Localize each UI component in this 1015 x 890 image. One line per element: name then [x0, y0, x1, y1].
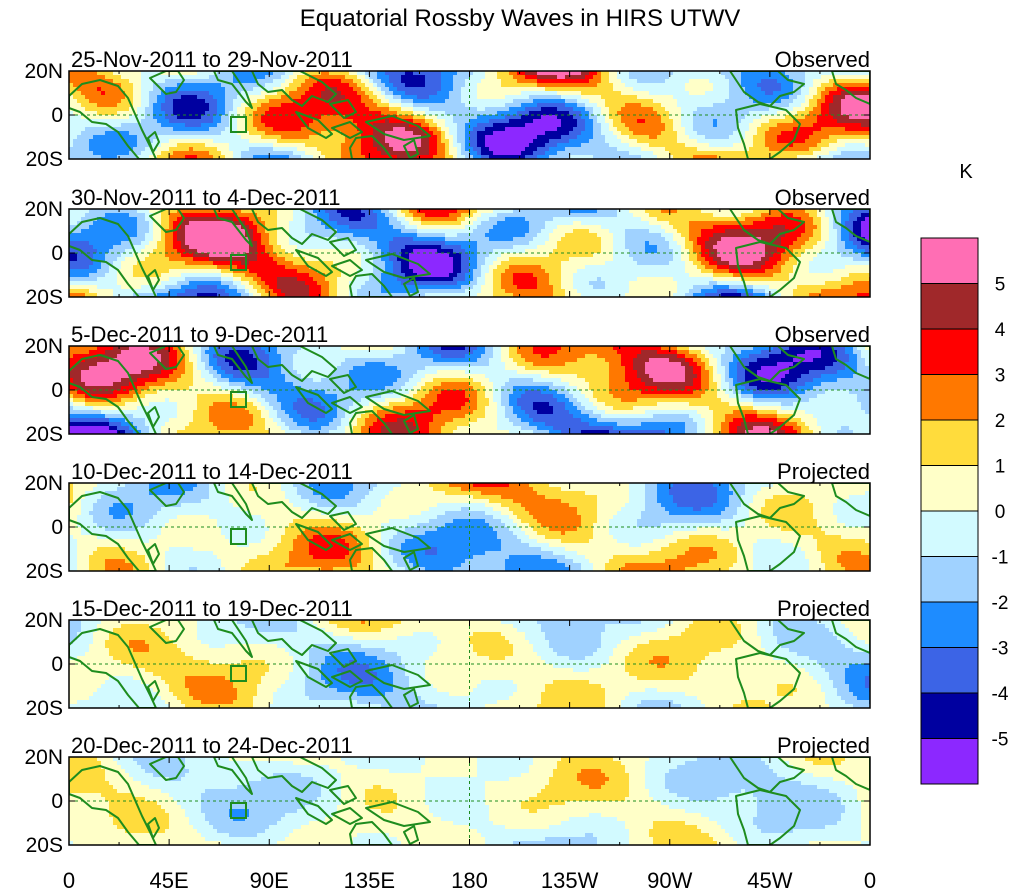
anomaly-field: [69, 757, 870, 845]
colorbar-swatch: [920, 647, 979, 694]
lon-label: 135E: [344, 868, 395, 890]
lat-label: 20N: [24, 198, 63, 221]
panel-status: Observed: [775, 185, 870, 210]
lat-label: 20N: [24, 60, 63, 83]
colorbar-swatch: [920, 419, 979, 466]
anomaly-field: [69, 483, 870, 571]
lat-label: 0: [51, 516, 63, 539]
coastline: [69, 209, 870, 297]
lat-label: 20N: [24, 335, 63, 358]
coastline: [69, 757, 870, 845]
panel-date: 20-Dec-2011 to 24-Dec-2011: [71, 733, 353, 758]
colorbar-label: 2: [995, 411, 1006, 432]
lat-label: 20S: [26, 834, 63, 857]
region-box: [230, 528, 247, 545]
lat-label: 20S: [26, 423, 63, 446]
colorbar-swatch: [920, 556, 979, 603]
lon-label: 0: [63, 868, 75, 890]
panel-status: Observed: [775, 322, 870, 347]
colorbar-label: -2: [992, 593, 1009, 614]
panel-date: 10-Dec-2011 to 14-Dec-2011: [71, 459, 353, 484]
lat-label: 20N: [24, 609, 63, 632]
panel-status: Projected: [777, 596, 870, 621]
coastline: [69, 620, 870, 708]
panel-date: 5-Dec-2011 to 9-Dec-2011: [71, 322, 328, 347]
colorbar-label: 0: [995, 502, 1006, 523]
panel-status: Projected: [777, 459, 870, 484]
map-panel: 10-Dec-2011 to 14-Dec-2011 Projected 20N 0 2…: [24, 459, 871, 583]
lon-label: 90E: [250, 868, 289, 890]
colorbar-label: 3: [995, 366, 1006, 387]
colorbar-swatch: [920, 692, 979, 739]
colorbar-swatch: [920, 328, 979, 375]
lon-label: 180: [451, 868, 488, 890]
region-box: [230, 391, 247, 408]
colorbar-label: -5: [992, 730, 1009, 751]
map-panel: 5-Dec-2011 to 9-Dec-2011 Observed 20N 0 20S: [24, 322, 871, 446]
panels: 25-Nov-2011 to 29-Nov-2011 Observed20N020…: [24, 47, 871, 857]
region-box: [230, 802, 247, 819]
longitude-axis: 0 45E 90E 135E 180 135W 90W 45W 0: [63, 868, 876, 890]
colorbar-swatch: [920, 374, 979, 421]
colorbar-swatch: [920, 601, 979, 648]
map-panel: 25-Nov-2011 to 29-Nov-2011 Observed 20N 0 20…: [24, 47, 871, 171]
lat-label: 20N: [24, 746, 63, 769]
lon-label: 135W: [541, 868, 599, 890]
map-panel: 15-Dec-2011 to 19-Dec-2011 Projected 20N 0 2…: [24, 596, 871, 720]
colorbar-label: 1: [995, 457, 1006, 478]
coastline: [69, 346, 870, 434]
colorbar-label: 5: [995, 275, 1006, 296]
region-box: [230, 665, 247, 682]
colorbar-swatch: [920, 465, 979, 512]
colorbar-label: -1: [992, 548, 1009, 569]
lat-label: 0: [51, 104, 63, 127]
lat-label: 0: [51, 242, 63, 265]
figure-title: Equatorial Rossby Waves in HIRS UTWV: [300, 5, 741, 32]
colorbar: K 5 4 3 2 1 0 -1 -2 -3 -4 -5: [920, 161, 1009, 785]
map-panel: 20-Dec-2011 to 24-Dec-2011 Projected 20N 0 2…: [24, 733, 871, 857]
panel-status: Projected: [777, 733, 870, 758]
anomaly-field: [69, 620, 870, 708]
coastline: [69, 483, 870, 571]
lon-label: 45E: [150, 868, 189, 890]
colorbar-swatch: [920, 738, 979, 785]
colorbar-unit: K: [959, 161, 973, 183]
panel-date: 30-Nov-2011 to 4-Dec-2011: [71, 185, 340, 210]
panel-status: Observed: [775, 47, 870, 72]
anomaly-field: [69, 346, 870, 434]
lon-label: 45W: [747, 868, 792, 890]
lat-label: 0: [51, 379, 63, 402]
colorbar-label: -4: [992, 684, 1009, 705]
colorbar-label: -3: [992, 639, 1009, 660]
region-box: [230, 116, 247, 133]
lat-label: 20S: [26, 697, 63, 720]
colorbar-swatch: [920, 283, 979, 330]
lat-label: 0: [51, 653, 63, 676]
lat-label: 20S: [26, 560, 63, 583]
coastline: [69, 71, 870, 159]
lat-label: 20S: [26, 286, 63, 309]
anomaly-field: [69, 209, 870, 297]
panel-date: 15-Dec-2011 to 19-Dec-2011: [71, 596, 353, 621]
map-panel: 30-Nov-2011 to 4-Dec-2011 Observed 20N 0 20S: [24, 185, 871, 309]
panel-date: 25-Nov-2011 to 29-Nov-2011: [71, 47, 353, 72]
lat-label: 20N: [24, 472, 63, 495]
colorbar-swatch: [920, 510, 979, 557]
colorbar-swatch: [920, 237, 979, 284]
lat-label: 0: [51, 790, 63, 813]
region-box: [230, 254, 247, 271]
lon-label: 0: [864, 868, 876, 890]
lat-label: 20S: [26, 148, 63, 171]
colorbar-label: 4: [995, 320, 1006, 341]
anomaly-field: [69, 71, 870, 159]
lon-label: 90W: [647, 868, 692, 890]
